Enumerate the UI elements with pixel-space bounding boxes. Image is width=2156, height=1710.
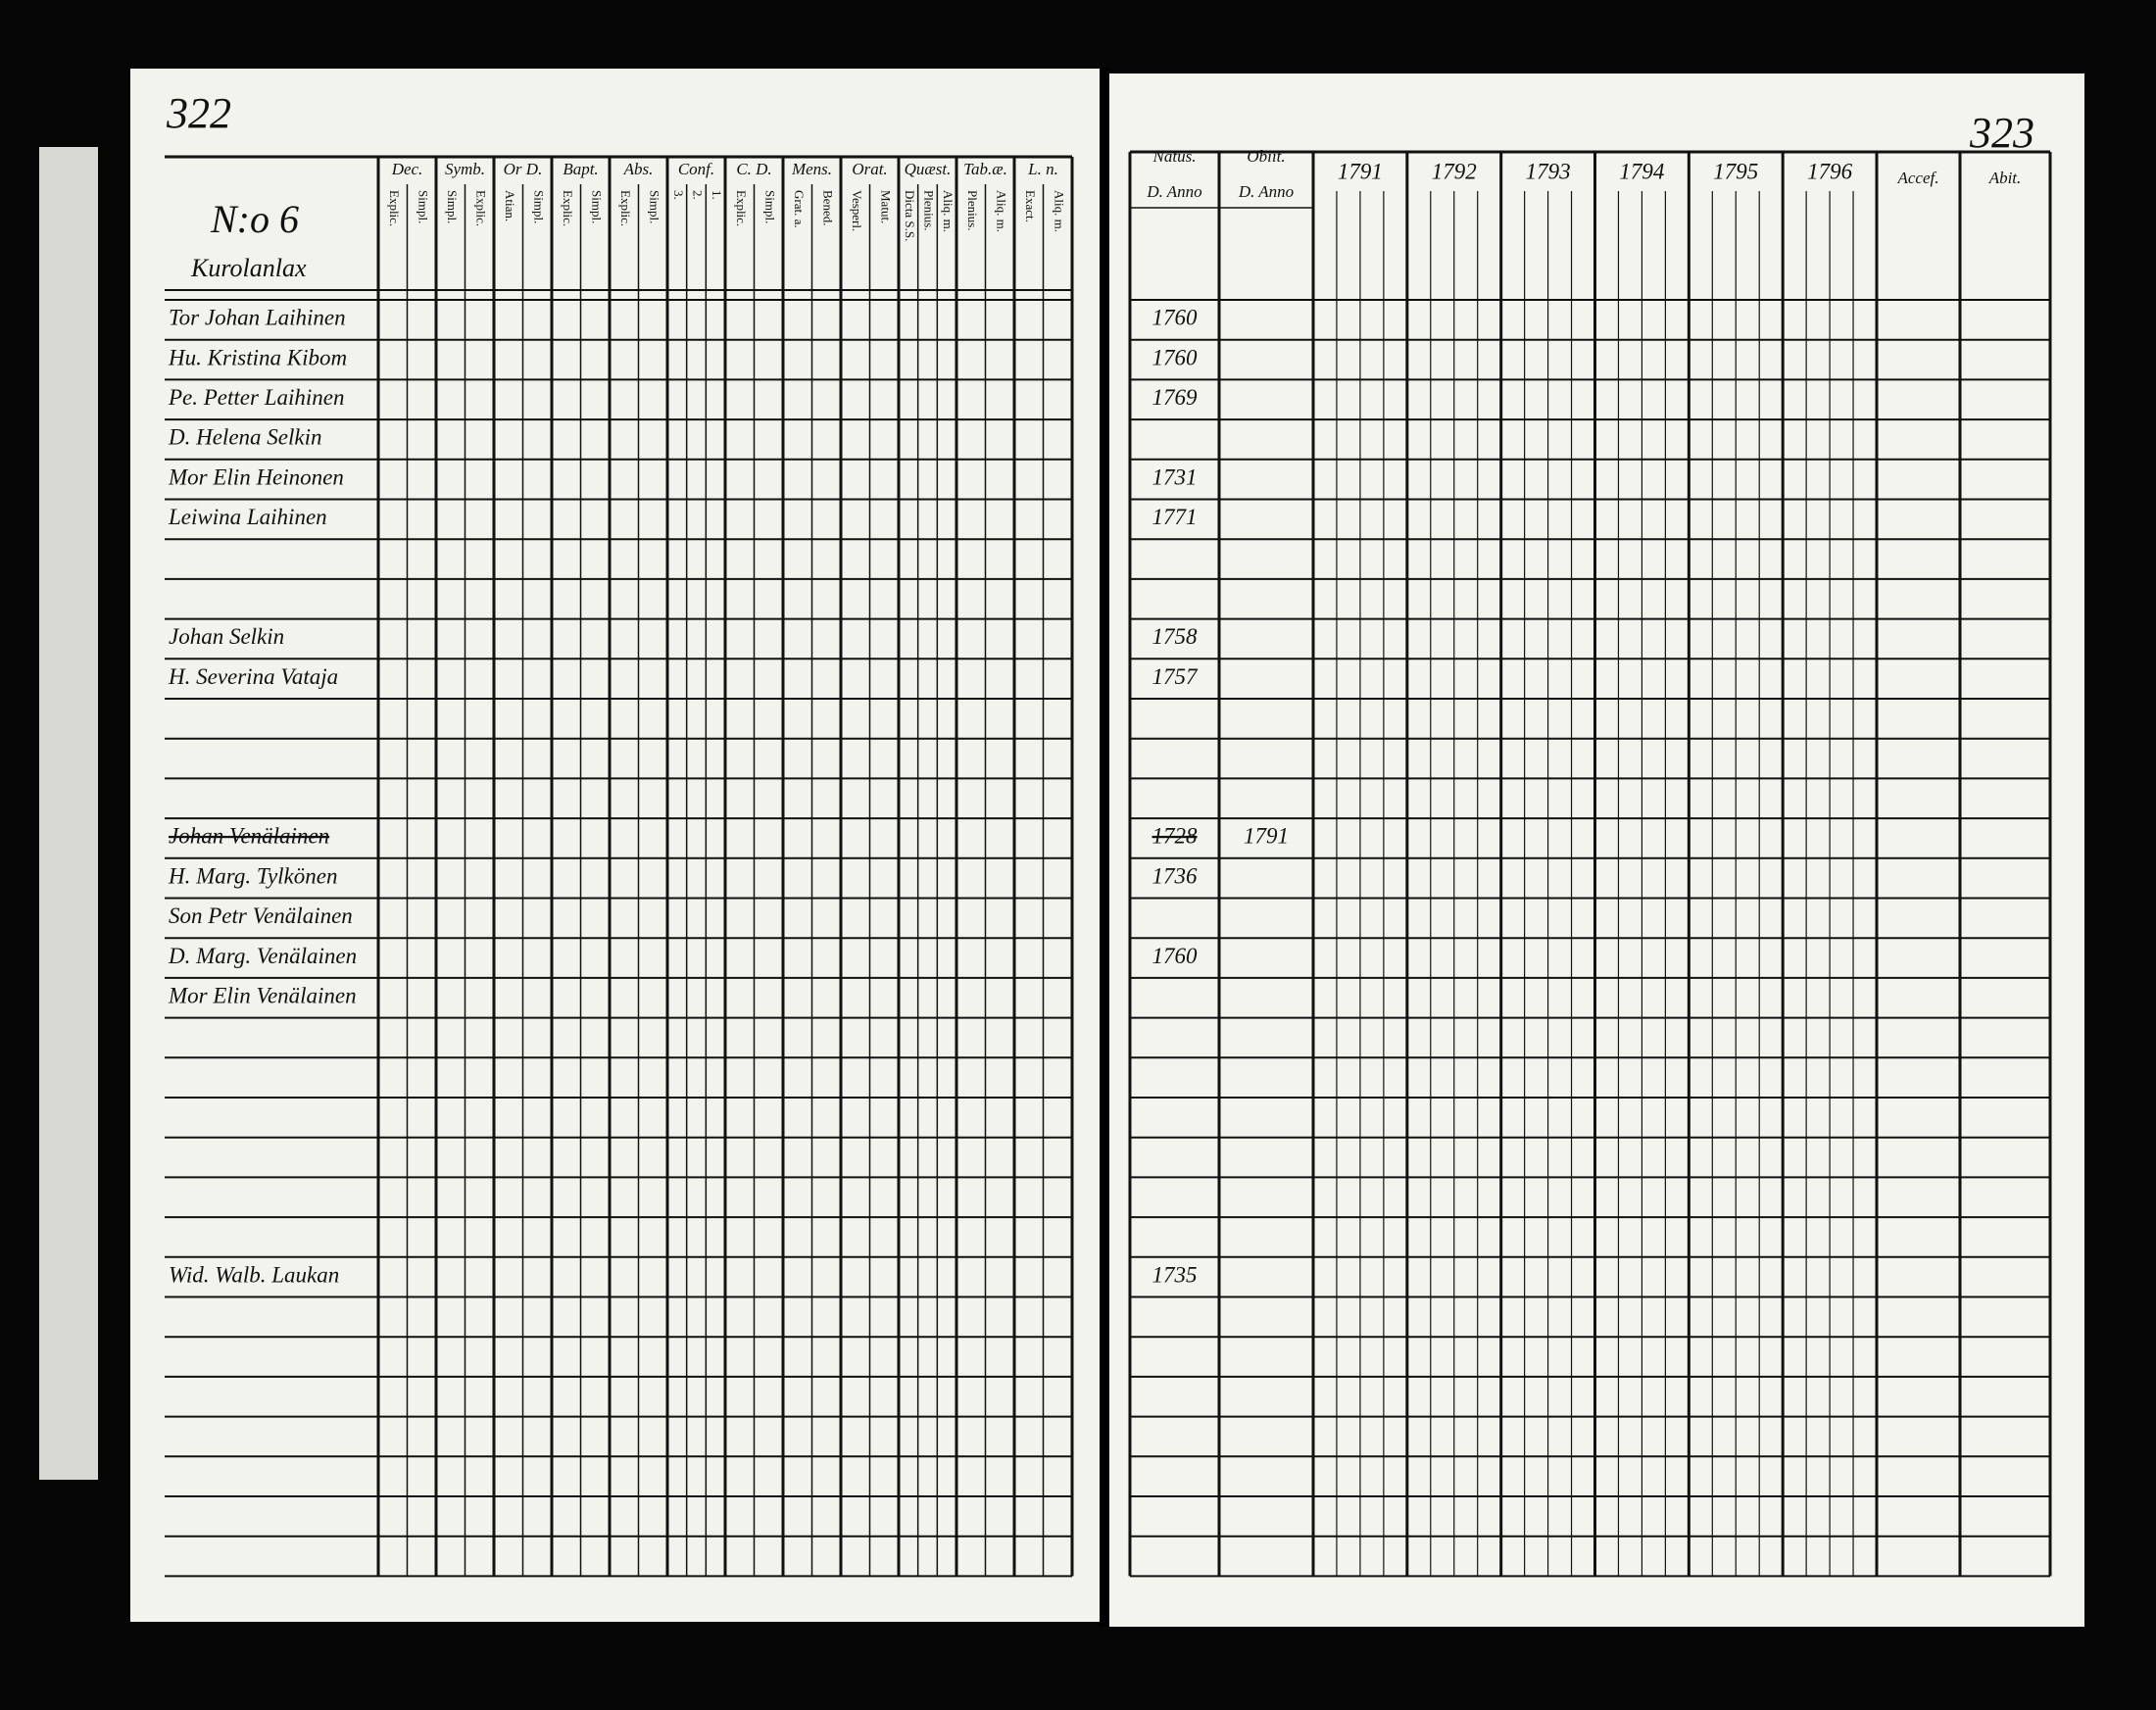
column-subtitle: Vesperl. xyxy=(850,190,864,231)
column-title: Natus. xyxy=(1152,147,1197,166)
column-subtitle: Bened. xyxy=(820,190,835,225)
person-name: Mor Elin Venälainen xyxy=(168,984,357,1008)
column-subtitle: Simpl. xyxy=(589,190,604,223)
column-title: Mens. xyxy=(791,160,832,178)
person-name: Johan Venälainen xyxy=(169,824,329,849)
page-number: 323 xyxy=(1969,109,2034,157)
birth-year: 1760 xyxy=(1152,345,1199,369)
birth-year: 1760 xyxy=(1152,306,1199,330)
person-name: Son Petr Venälainen xyxy=(169,904,353,928)
birth-year: 1758 xyxy=(1152,624,1199,649)
year-heading: 1793 xyxy=(1526,159,1571,183)
column-subtitle: Aliq. m. xyxy=(1052,190,1066,232)
column-title: Dec. xyxy=(391,160,423,178)
right-page xyxy=(1109,73,2084,1627)
column-title: Symb. xyxy=(445,160,485,178)
column-title: Quæst. xyxy=(905,160,952,178)
column-subtitle: Explic. xyxy=(618,190,633,226)
person-name: Tor Johan Laihinen xyxy=(169,306,346,330)
column-title: Accef. xyxy=(1897,169,1939,187)
person-name: Johan Selkin xyxy=(169,624,284,649)
birth-year: 1769 xyxy=(1152,385,1199,410)
birth-year: 1757 xyxy=(1152,664,1200,689)
column-subtitle: Simpl. xyxy=(445,190,460,223)
page-number: 322 xyxy=(166,89,231,137)
column-subtitle: 1. xyxy=(710,190,724,200)
column-title: L. n. xyxy=(1027,160,1058,178)
birth-year: 1735 xyxy=(1152,1262,1198,1287)
column-title: Tab.æ. xyxy=(963,160,1007,178)
column-title: Bapt. xyxy=(563,160,598,178)
person-name: H. Severina Vataja xyxy=(168,664,338,689)
column-subtitle: Simpl. xyxy=(762,190,777,223)
year-heading: 1791 xyxy=(1338,159,1383,183)
village-name: Kurolanlax xyxy=(190,254,307,282)
year-heading: 1795 xyxy=(1713,159,1758,183)
column-subtitle: Explic. xyxy=(734,190,749,226)
year-heading: 1792 xyxy=(1432,159,1477,183)
column-title: Orat. xyxy=(852,160,887,178)
column-title: Abs. xyxy=(623,160,654,178)
column-subtitle: Exact. xyxy=(1023,190,1038,222)
column-title: Obiit. xyxy=(1247,147,1285,166)
year-heading: 1796 xyxy=(1807,159,1853,183)
birth-year: 1771 xyxy=(1152,505,1198,529)
column-subtitle: Plenius. xyxy=(965,190,980,231)
person-name: Mor Elin Heinonen xyxy=(168,464,344,489)
person-name: Leiwina Laihinen xyxy=(168,505,327,529)
column-subtitle: Aliq. m. xyxy=(994,190,1008,232)
column-subtitle: 3. xyxy=(671,190,686,200)
section-number: N:o 6 xyxy=(210,197,299,241)
column-subtitle: D. Anno xyxy=(1238,182,1294,201)
person-name: H. Marg. Tylkönen xyxy=(168,863,337,888)
page-edge xyxy=(39,147,98,1480)
birth-year: 1736 xyxy=(1152,863,1199,888)
column-subtitle: Simpl. xyxy=(647,190,662,223)
column-subtitle: Matut. xyxy=(878,190,893,223)
column-subtitle: Aliq. m. xyxy=(941,190,956,232)
person-name: Hu. Kristina Kibom xyxy=(168,345,347,369)
column-subtitle: Grat. a. xyxy=(792,190,807,228)
left-page xyxy=(130,69,1101,1622)
year-heading: 1794 xyxy=(1619,159,1664,183)
column-subtitle: Atian. xyxy=(503,190,517,221)
column-subtitle: Simpl. xyxy=(416,190,430,223)
column-subtitle: Simpl. xyxy=(531,190,546,223)
birth-year: 1728 xyxy=(1152,824,1199,849)
person-name: Wid. Walb. Laukan xyxy=(169,1262,339,1287)
person-name: Pe. Petter Laihinen xyxy=(168,385,345,410)
person-name: D. Marg. Venälainen xyxy=(168,944,357,968)
column-subtitle: D. Anno xyxy=(1146,182,1201,201)
column-subtitle: 2. xyxy=(691,190,706,200)
column-subtitle: Plenius. xyxy=(922,190,937,231)
column-subtitle: Dicta S.S. xyxy=(903,190,917,241)
column-title: Abit. xyxy=(1988,169,2022,187)
column-title: Or D. xyxy=(504,160,543,178)
column-subtitle: Explic. xyxy=(473,190,488,226)
birth-year: 1760 xyxy=(1152,944,1199,968)
column-title: Conf. xyxy=(678,160,714,178)
column-title: C. D. xyxy=(736,160,771,178)
death-year: 1791 xyxy=(1244,824,1289,849)
person-name: D. Helena Selkin xyxy=(168,425,321,450)
column-subtitle: Explic. xyxy=(387,190,402,226)
column-subtitle: Explic. xyxy=(561,190,575,226)
birth-year: 1731 xyxy=(1152,464,1198,489)
